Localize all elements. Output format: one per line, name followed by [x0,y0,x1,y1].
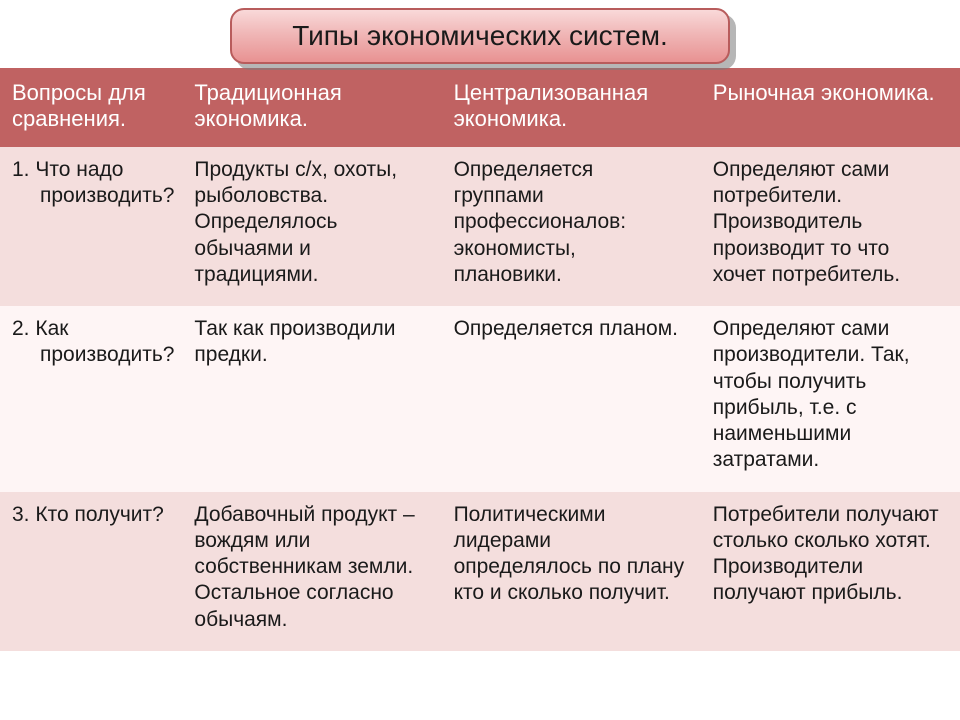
centralized-cell: Определяется планом. [442,306,701,492]
page-title: Типы экономических систем. [230,8,730,64]
question-first-line: 1. Что надо [12,158,123,181]
title-box: Типы экономических систем. [230,8,730,64]
market-cell: Определяют сами потребители. Производите… [701,147,960,306]
question-first-line: 2. Как [12,317,68,340]
col-header-market: Рыночная экономика. [701,68,960,147]
market-cell: Потребители получают столько сколько хот… [701,492,960,651]
col-header-traditional: Традиционная экономика. [182,68,441,147]
table-row: 3. Кто получит?Добавочный продукт – вожд… [0,492,960,651]
table-body: 1. Что надопроизводить?Продукты с/х, охо… [0,147,960,651]
question-cell: 2. Какпроизводить? [0,306,182,492]
question-rest: производить? [12,183,170,209]
col-header-centralized: Централизованная экономика. [442,68,701,147]
centralized-cell: Политическими лидерами определялось по п… [442,492,701,651]
table-row: 2. Какпроизводить?Так как производили пр… [0,306,960,492]
col-header-questions: Вопросы для сравнения. [0,68,182,147]
market-cell: Определяют сами производители. Так, чтоб… [701,306,960,492]
centralized-cell: Определяется группами профессионалов: эк… [442,147,701,306]
table-header-row: Вопросы для сравнения. Традиционная экон… [0,68,960,147]
traditional-cell: Так как производили предки. [182,306,441,492]
table-row: 1. Что надопроизводить?Продукты с/х, охо… [0,147,960,306]
title-container: Типы экономических систем. [0,0,960,68]
question-cell: 1. Что надопроизводить? [0,147,182,306]
traditional-cell: Продукты с/х, охоты, рыболовства. Опреде… [182,147,441,306]
traditional-cell: Добавочный продукт – вождям или собствен… [182,492,441,651]
question-rest: производить? [12,342,170,368]
question-cell: 3. Кто получит? [0,492,182,651]
comparison-table: Вопросы для сравнения. Традиционная экон… [0,68,960,651]
